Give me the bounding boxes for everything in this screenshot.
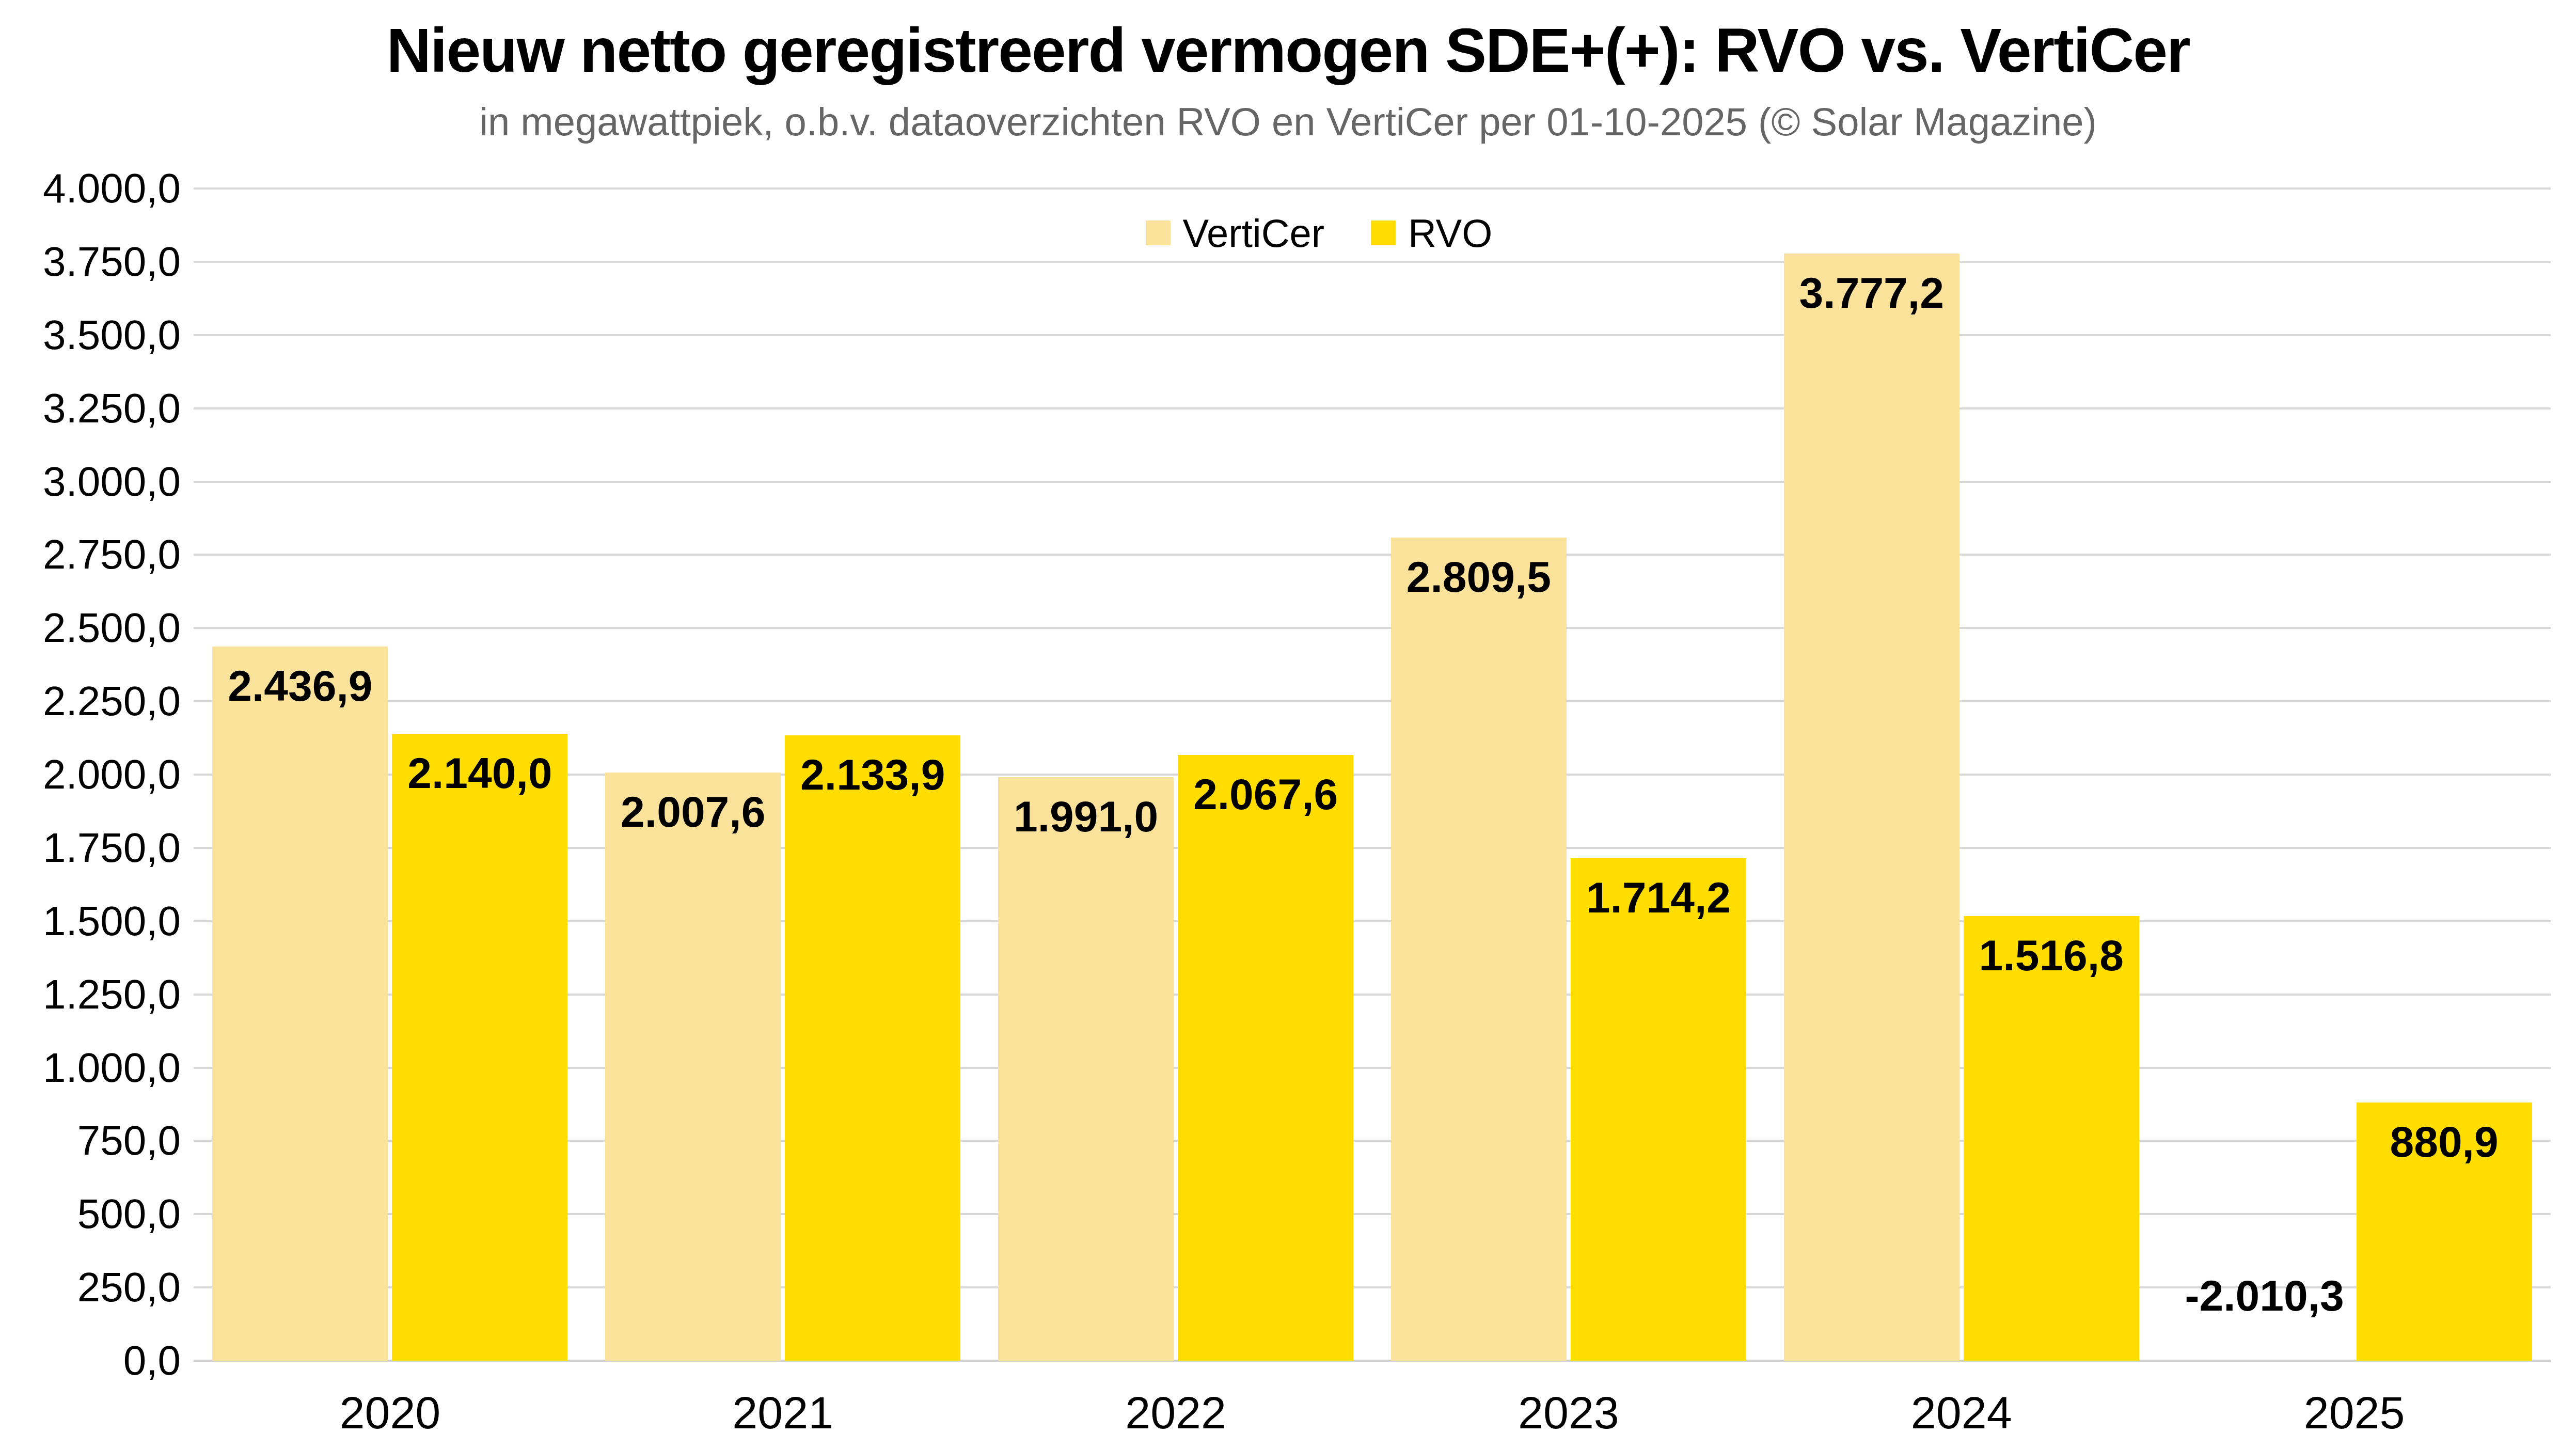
gridline bbox=[194, 700, 2551, 702]
plot-area: 0,0250,0500,0750,01.000,01.250,01.500,01… bbox=[194, 188, 2551, 1361]
gridline bbox=[194, 627, 2551, 629]
bar-label: 1.714,2 bbox=[1540, 874, 1777, 921]
x-axis-label-2021: 2021 bbox=[587, 1387, 979, 1439]
y-axis-tick-label: 2.250,0 bbox=[5, 681, 181, 722]
legend-label-verticer: VertiCer bbox=[1183, 211, 1325, 256]
gridline bbox=[194, 187, 2551, 190]
bar-verticer-2023: 2.809,5 bbox=[1391, 538, 1567, 1361]
gridline bbox=[194, 481, 2551, 483]
y-axis-tick-label: 1.750,0 bbox=[5, 827, 181, 869]
y-axis-tick-label: 1.250,0 bbox=[5, 974, 181, 1015]
y-axis-tick-label: 3.250,0 bbox=[5, 388, 181, 429]
y-axis-tick-label: 500,0 bbox=[5, 1193, 181, 1235]
bar-rvo-2022: 2.067,6 bbox=[1178, 755, 1353, 1361]
y-axis-tick-label: 0,0 bbox=[5, 1340, 181, 1381]
y-axis-tick-label: 2.000,0 bbox=[5, 754, 181, 795]
legend-item-rvo: RVO bbox=[1371, 211, 1492, 256]
bar-rvo-2020: 2.140,0 bbox=[392, 734, 567, 1361]
y-axis-tick-label: 2.750,0 bbox=[5, 534, 181, 575]
bar-rvo-2023: 1.714,2 bbox=[1571, 858, 1746, 1361]
bar-label: 2.133,9 bbox=[754, 751, 991, 798]
bar-label: 2.809,5 bbox=[1360, 553, 1598, 601]
y-axis-tick-label: 250,0 bbox=[5, 1267, 181, 1308]
gridline bbox=[194, 407, 2551, 410]
bar-rvo-2021: 2.133,9 bbox=[785, 735, 960, 1361]
legend-label-rvo: RVO bbox=[1408, 211, 1492, 256]
legend-item-verticer: VertiCer bbox=[1146, 211, 1325, 256]
bar-rvo-2024: 1.516,8 bbox=[1964, 916, 2139, 1361]
x-axis-label-2024: 2024 bbox=[1765, 1387, 2158, 1439]
bar-label: 2.140,0 bbox=[361, 749, 598, 797]
bar-verticer-2022: 1.991,0 bbox=[998, 777, 1174, 1361]
bar-verticer-2021: 2.007,6 bbox=[605, 773, 781, 1361]
bar-label: 2.067,6 bbox=[1147, 770, 1384, 818]
bar-verticer-2024: 3.777,2 bbox=[1784, 254, 1959, 1361]
x-axis-label-2025: 2025 bbox=[2158, 1387, 2551, 1439]
y-axis-tick-label: 3.000,0 bbox=[5, 461, 181, 502]
x-axis-label-2022: 2022 bbox=[979, 1387, 1372, 1439]
bar-label: 1.516,8 bbox=[1933, 932, 2170, 979]
bar-label: 2.436,9 bbox=[181, 662, 419, 710]
bar-label: 3.777,2 bbox=[1753, 269, 1990, 317]
chart-subtitle: in megawattpiek, o.b.v. dataoverzichten … bbox=[0, 99, 2576, 144]
bar-label-negative: -2.010,3 bbox=[2146, 1272, 2383, 1319]
x-axis-label-2020: 2020 bbox=[194, 1387, 587, 1439]
chart-title: Nieuw netto geregistreerd vermogen SDE+(… bbox=[0, 14, 2576, 86]
y-axis-tick-label: 3.500,0 bbox=[5, 314, 181, 356]
bar-label: 880,9 bbox=[2326, 1118, 2563, 1166]
x-axis-label-2023: 2023 bbox=[1372, 1387, 1765, 1439]
y-axis-tick-label: 4.000,0 bbox=[5, 168, 181, 209]
legend-swatch-rvo bbox=[1371, 220, 1396, 245]
y-axis-tick-label: 2.500,0 bbox=[5, 607, 181, 649]
legend: VertiCer RVO bbox=[31, 204, 2576, 261]
y-axis-tick-label: 1.500,0 bbox=[5, 901, 181, 942]
legend-swatch-verticer bbox=[1146, 220, 1171, 245]
gridline bbox=[194, 334, 2551, 336]
y-axis-tick-label: 1.000,0 bbox=[5, 1047, 181, 1089]
bar-rvo-2025: 880,9 bbox=[2357, 1102, 2532, 1361]
bar-chart: Nieuw netto geregistreerd vermogen SDE+(… bbox=[0, 0, 2576, 1449]
y-axis-tick-label: 750,0 bbox=[5, 1120, 181, 1161]
